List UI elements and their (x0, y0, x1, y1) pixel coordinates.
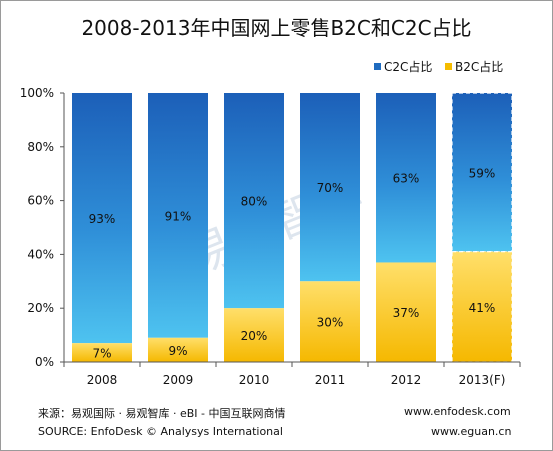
legend-label: B2C占比 (455, 59, 503, 74)
x-tick-label-2008: 2008 (87, 373, 118, 387)
footer-url-enfodesk: www.enfodesk.com (404, 405, 511, 418)
x-tick-label-2011: 2011 (315, 373, 346, 387)
legend-swatch-C2C占比 (374, 63, 381, 70)
footer-source-cn: 来源：易观国际 · 易观智库 · eBI - 中国互联网商情 (38, 407, 286, 420)
x-tick-label-2012: 2012 (391, 373, 422, 387)
x-tick-label-2009: 2009 (163, 373, 194, 387)
data-label-b2c-2010: 20% (241, 329, 268, 343)
data-label-c2c-2013(F): 59% (469, 166, 496, 180)
footer-source-en: SOURCE: EnfoDesk © Analysys Internationa… (38, 425, 283, 438)
data-label-b2c-2011: 30% (317, 316, 344, 330)
footer-url-eguan: www.eguan.cn (431, 425, 512, 438)
x-tick-label-2010: 2010 (239, 373, 270, 387)
bar-b2c-2008 (72, 343, 132, 362)
bar-c2c-2010 (224, 93, 284, 309)
data-label-c2c-2010: 80% (241, 195, 268, 209)
legend-swatch-B2C占比 (445, 63, 452, 70)
bar-c2c-2013(F) (451, 92, 513, 253)
y-tick-label: 80% (27, 140, 54, 154)
bar-c2c-2009 (148, 93, 208, 338)
y-tick-label: 100% (20, 86, 54, 100)
bar-b2c-2010 (224, 308, 284, 362)
y-tick-label: 0% (35, 355, 54, 369)
bar-b2c-2013(F) (451, 251, 513, 363)
bar-c2c-2011 (300, 93, 360, 282)
x-tick-label-2013(F): 2013(F) (459, 373, 506, 387)
bar-b2c-2009 (148, 337, 208, 362)
bar-b2c-2012 (376, 262, 436, 362)
data-label-c2c-2009: 91% (165, 209, 192, 223)
data-label-b2c-2008: 7% (92, 347, 111, 361)
data-label-c2c-2012: 63% (393, 172, 420, 186)
y-tick-label: 60% (27, 194, 54, 208)
data-label-c2c-2011: 70% (317, 181, 344, 195)
bar-c2c-2012 (376, 93, 436, 263)
chart-title: 2008-2013年中国网上零售B2C和C2C占比 (81, 16, 472, 40)
data-label-b2c-2013(F): 41% (469, 301, 496, 315)
legend-label: C2C占比 (384, 59, 432, 74)
bar-c2c-2008 (72, 93, 132, 344)
data-label-c2c-2008: 93% (89, 212, 116, 226)
y-tick-label: 40% (27, 247, 54, 261)
y-tick-label: 20% (27, 301, 54, 315)
data-label-b2c-2009: 9% (168, 344, 187, 358)
bar-b2c-2011 (300, 281, 360, 362)
data-label-b2c-2012: 37% (393, 306, 420, 320)
